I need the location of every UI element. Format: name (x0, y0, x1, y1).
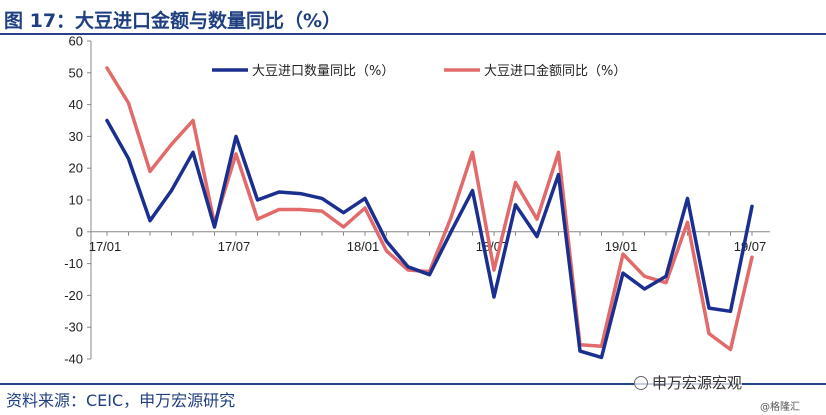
y-tick-label: 60 (69, 34, 83, 49)
y-tick-label: -30 (64, 320, 83, 335)
y-tick-label: -20 (64, 288, 83, 303)
series-lines (105, 66, 754, 360)
wechat-icon (634, 376, 648, 390)
series-line-quantity (105, 118, 754, 360)
series-line-amount (105, 66, 754, 352)
watermark-sub: @格隆汇 (760, 402, 800, 413)
x-tick-label: 17/07 (218, 239, 251, 254)
x-tick-label: 19/07 (734, 239, 767, 254)
y-tick-label: -10 (64, 256, 83, 271)
y-tick-label: 40 (69, 97, 83, 112)
y-tick-label: 30 (69, 129, 83, 144)
x-axis: 17/01 17/07 18/01 18/07 19/01 19/07 (89, 231, 770, 254)
x-tick-label: 17/01 (89, 239, 122, 254)
y-tick-label: -40 (64, 352, 83, 367)
top-rule (0, 33, 826, 35)
y-tick-label: 20 (69, 161, 83, 176)
y-axis: -40 -30 -20 -10 0 10 20 30 40 50 60 (64, 34, 92, 367)
watermark-text: 申万宏源宏观 (652, 374, 743, 392)
legend: 大豆进口数量同比（%） 大豆进口金额同比（%） (212, 63, 626, 79)
legend-label: 大豆进口金额同比（%） (484, 63, 626, 79)
y-tick-label: 0 (76, 224, 83, 239)
watermark: 申万宏源宏观 (634, 372, 743, 393)
legend-label: 大豆进口数量同比（%） (252, 64, 394, 79)
chart-title: 图 17：大豆进口金额与数量同比（%） (4, 10, 342, 32)
source-note: 资料来源：CEIC，申万宏源研究 (6, 391, 236, 410)
y-tick-label: 50 (69, 65, 83, 80)
bottom-rule (0, 383, 826, 385)
x-tick-label: 19/01 (605, 239, 638, 254)
x-tick-label: 18/01 (347, 239, 380, 254)
y-tick-label: 10 (69, 193, 83, 208)
